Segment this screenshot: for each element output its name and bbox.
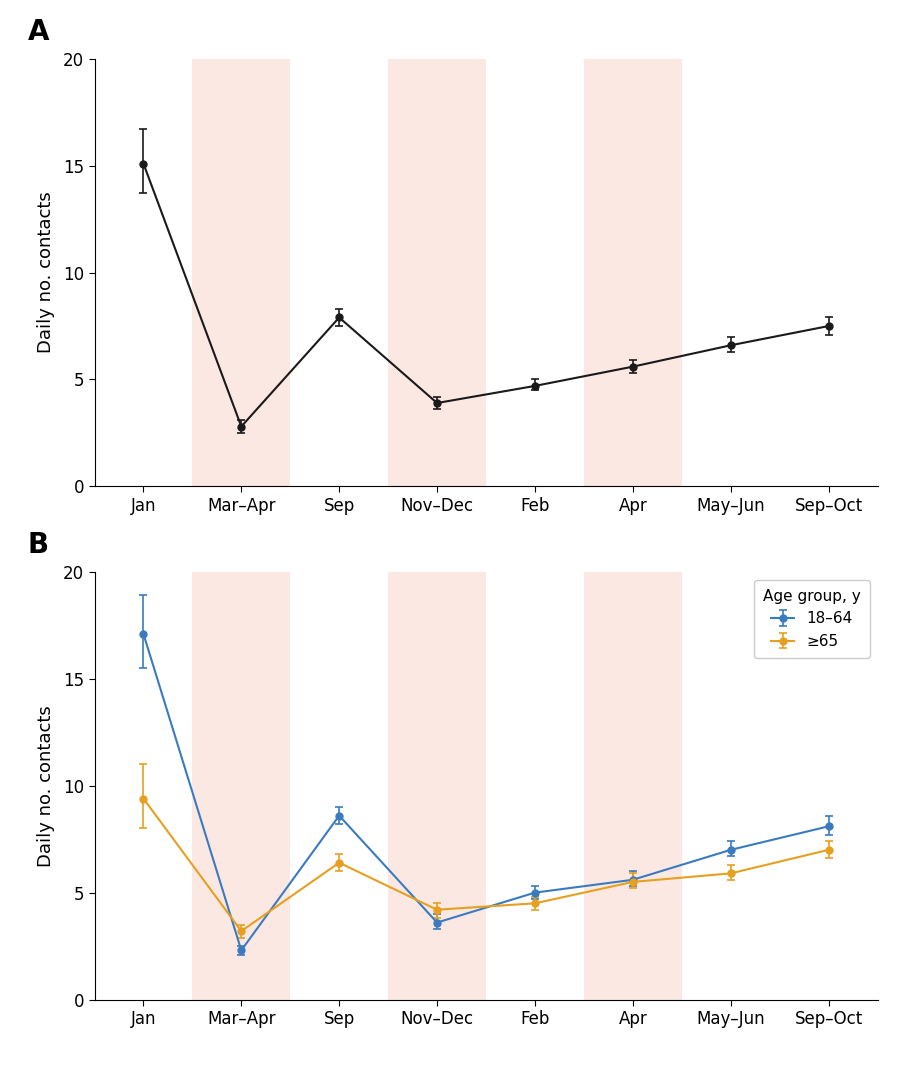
Legend: 18–64, ≥65: 18–64, ≥65 — [754, 579, 870, 659]
Bar — [193, 572, 290, 1000]
Text: A: A — [28, 18, 50, 46]
Bar — [584, 572, 682, 1000]
Bar — [388, 572, 486, 1000]
Bar — [193, 59, 290, 486]
Text: 2021: 2021 — [610, 576, 655, 594]
Text: B: B — [28, 531, 50, 559]
Text: 2020: 2020 — [267, 576, 313, 594]
Y-axis label: Daily no. contacts: Daily no. contacts — [37, 191, 55, 354]
Bar — [584, 59, 682, 486]
Bar — [388, 59, 486, 486]
Y-axis label: Daily no. contacts: Daily no. contacts — [37, 704, 55, 867]
